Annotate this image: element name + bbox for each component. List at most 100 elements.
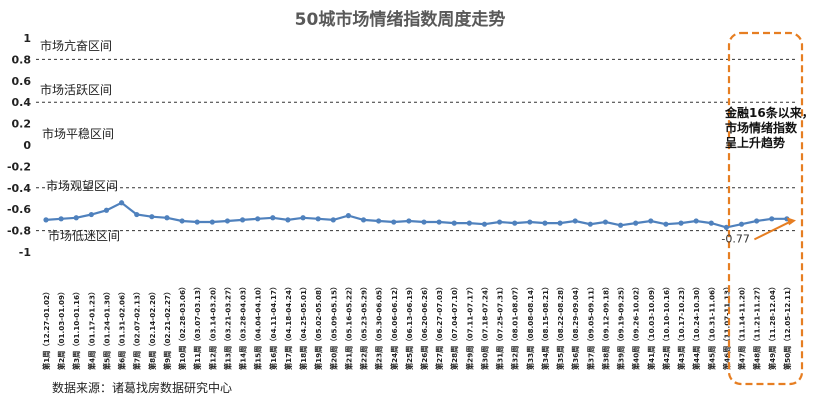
x-tick-label: 第30周（07.18-07.24） [480,283,489,370]
y-tick-label: -0.8 [7,225,31,238]
x-tick-label: 第8周（02.14-02.20） [148,288,157,370]
x-tick-label: 第33周（08.08-08.14） [526,283,535,370]
x-tick-label: 第36周（08.29-09.04） [571,283,580,370]
x-tick-label: 第21周（05.16-05.22） [344,283,353,370]
y-tick-label: 1 [23,32,31,45]
data-point [58,216,64,222]
x-tick-label: 第27周（06.27-07.03） [435,283,444,370]
zone-label: 市场平稳区间 [42,126,114,141]
x-tick-label: 第45周（10.31-11.06） [707,283,716,370]
x-tick-label: 第15周（04.04-04.10） [254,283,263,370]
zone-label: 市场亢奋区间 [40,38,112,53]
annotation-text: 市场情绪指数 [725,120,798,135]
data-point [224,218,231,224]
data-point [345,213,351,219]
data-point [360,217,367,223]
data-point [315,216,321,222]
data-point [285,217,291,223]
x-tick-label: 第13周（03.21-03.27） [223,283,232,370]
x-tick-label: 第14周（03.28-04.03） [239,283,248,370]
data-point [134,211,140,218]
data-point [738,221,745,227]
x-tick-label: 第23周（05.30-06.05） [375,283,384,370]
x-tick-label: 第34周（08.15-08.21） [541,283,550,370]
source-note: 数据来源：诸葛找房数据研究中心 [52,380,232,395]
data-point [723,224,730,230]
x-tick-label: 第48周（11.21-11.27） [753,283,762,370]
x-tick-label: 第39周（09.19-09.25） [617,283,626,370]
x-tick-label: 第42周（10.10-10.16） [662,283,671,370]
x-tick-label: 第44周（10.24-10.30） [692,283,701,370]
data-point [512,220,518,226]
data-point [481,221,488,227]
x-tick-label: 第2周（01.03-01.09） [57,288,66,370]
data-point [300,215,306,221]
data-point [255,216,261,222]
data-point [88,211,94,218]
data-point [103,207,110,213]
data-point [754,218,760,224]
x-tick-label: 第9周（02.21-02.27） [163,288,172,370]
y-tick-label: 0.4 [12,96,32,109]
x-tick-label: 第47周（11.14-11.20） [738,283,747,370]
y-tick-label: -0.2 [7,160,31,173]
y-tick-label: -0.4 [7,182,31,195]
data-point [572,218,578,224]
y-axis-ticks: 1 0.8 0.6 0.4 0.2 0 -0.2 -0.4 -0.6 -0.8 -1 [7,32,31,259]
x-tick-label: 第35周（08.22-08.28） [556,283,565,370]
series-line [43,200,790,230]
data-point [391,219,397,225]
data-point [497,219,503,225]
x-axis-ticks: 第1周（12.27-01.02） 第2周（01.03-01.09） 第3周（01.1… [42,283,792,370]
x-tick-label: 第28周（07.04-07.10） [450,283,459,370]
data-point [330,217,336,223]
x-tick-label: 第6周（01.31-02.06） [118,288,127,370]
data-point [527,219,533,225]
x-tick-label: 第25周（06.13-06.19） [405,283,414,370]
y-tick-label: 0.2 [12,118,32,131]
arrow-head-icon [787,217,796,226]
data-point [542,220,548,226]
y-tick-label: 0.6 [12,75,32,88]
chart-title: 50城市场情绪指数周度走势 [295,9,506,30]
x-tick-label: 第31周（07.25-07.31） [496,283,505,370]
data-point [179,218,185,224]
data-label: -0.77 [721,232,749,245]
x-tick-label: 第11周（03.07-03.13） [193,283,202,370]
x-tick-label: 第41周（10.03-10.09） [647,283,656,370]
data-point [164,215,170,221]
x-tick-label: 第7周（02.07-02.13） [133,288,142,370]
x-tick-label: 第17周（04.18-04.24） [284,283,293,370]
x-tick-label: 第50周（12.05-12.11） [783,283,792,370]
data-point [73,215,79,221]
x-tick-label: 第46周（11.07-11.13） [722,283,731,370]
y-tick-label: 0.8 [12,53,32,66]
x-tick-label: 第3周（01.10-01.16） [72,288,81,370]
annotation-text: 金融16条以来， [724,105,814,120]
data-point [678,220,684,226]
y-tick-label: -1 [19,246,31,259]
data-point [270,215,276,221]
data-point [633,220,639,226]
data-point [557,220,563,226]
highlight-box [727,31,804,386]
x-tick-label: 第32周（08.01-08.07） [511,283,520,370]
y-tick-label: -0.6 [7,203,31,216]
x-tick-label: 第1周（12.27-01.02） [42,288,51,370]
x-tick-label: 第18周（04.25-05.01） [299,283,308,370]
data-point [693,218,699,224]
data-point [43,217,49,223]
x-tick-label: 第12周（03.14-03.20） [208,283,217,370]
x-tick-label: 第10周（02.28-03.06） [178,283,187,370]
data-point [421,219,427,225]
zone-label: 市场低迷区间 [48,228,120,243]
x-tick-label: 第43周（10.17-10.23） [677,283,686,370]
zone-label: 市场观望区间 [46,178,118,193]
data-point [648,218,654,224]
x-tick-label: 第40周（09.26-10.02） [632,283,641,370]
y-tick-label: 0 [23,139,31,152]
series-polyline [45,201,787,229]
